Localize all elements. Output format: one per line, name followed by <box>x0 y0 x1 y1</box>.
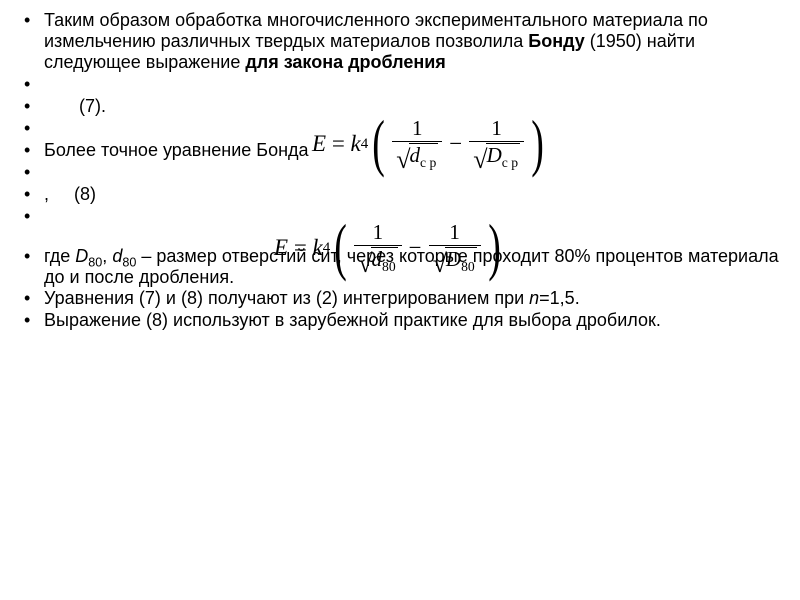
bullet-empty <box>10 74 780 96</box>
surd: √ <box>473 150 487 170</box>
sqrt-icon: √ d80 <box>358 247 397 271</box>
formula-row: E = k 4 ( 1 √ dс р − 1 <box>312 112 548 175</box>
var-n: n <box>529 288 539 308</box>
text-law: для закона дробления <box>245 52 445 72</box>
denominator: √ Dс р <box>469 143 524 170</box>
fraction-1: 1 √ d80 <box>354 221 401 274</box>
numerator: 1 <box>487 117 506 140</box>
paren-right-icon: ) <box>531 112 544 175</box>
sqrt-icon: √ Dс р <box>473 143 520 167</box>
var-D: D <box>75 246 88 266</box>
sqrt-icon: √ dс р <box>396 143 438 167</box>
text: (7). <box>44 96 106 116</box>
radicand: dс р <box>409 143 439 167</box>
bullet-intro: Таким образом обработка многочисленного … <box>10 10 780 74</box>
var-D: D <box>446 247 461 271</box>
radicand: Dс р <box>486 143 520 167</box>
sub: 80 <box>461 259 475 274</box>
denominator: √ D80 <box>429 247 481 274</box>
text: Уравнения (7) и (8) получают из (2) инте… <box>44 288 529 308</box>
var-D: D <box>487 143 502 167</box>
sqrt-icon: √ D80 <box>433 247 477 271</box>
text: =1,5. <box>539 288 580 308</box>
text-bond: Бонду <box>528 31 584 51</box>
radicand: d80 <box>371 247 398 271</box>
paren-left-icon: ( <box>372 112 385 175</box>
paren-right-icon: ) <box>488 216 501 279</box>
formula-bond-law: E = k 4 ( 1 √ dс р − 1 <box>312 112 548 175</box>
denominator: √ dс р <box>392 143 442 170</box>
sub: 80 <box>382 259 396 274</box>
denominator: √ d80 <box>354 247 401 274</box>
text: где <box>44 246 75 266</box>
formula-lhs-E: E <box>274 235 288 261</box>
text: Более точное уравнение Бонда <box>44 140 309 160</box>
surd: √ <box>358 254 372 274</box>
formula-bond-d80: E = k 4 ( 1 √ d80 − 1 <box>274 216 505 279</box>
slide: Таким образом обработка многочисленного … <box>0 0 800 600</box>
formula-lhs-E: E <box>312 131 326 157</box>
bullet-usage: Выражение (8) используют в зарубежной пр… <box>10 310 780 332</box>
bullet-eq8-label: , (8) <box>10 184 780 206</box>
text: , (8) <box>44 184 96 204</box>
formula-eq: = <box>326 131 350 157</box>
var-d: d <box>410 143 421 167</box>
fraction-1: 1 √ dс р <box>392 117 442 170</box>
formula-k: k <box>351 131 361 157</box>
minus-sign: − <box>449 131 462 157</box>
fraction-2: 1 √ D80 <box>429 221 481 274</box>
fraction-bar <box>429 245 481 246</box>
fraction-bar <box>354 245 401 246</box>
var-d: d <box>372 247 383 271</box>
radicand: D80 <box>445 247 477 271</box>
numerator: 1 <box>369 221 388 244</box>
text: Выражение (8) используют в зарубежной пр… <box>44 310 661 330</box>
sub: с р <box>502 155 518 170</box>
fraction-bar <box>469 141 524 142</box>
minus-sign: − <box>409 235 422 261</box>
numerator: 1 <box>408 117 427 140</box>
formula-k: k <box>313 235 323 261</box>
sub: с р <box>420 155 436 170</box>
var-d: d <box>112 246 122 266</box>
fraction-2: 1 √ Dс р <box>469 117 524 170</box>
text: , <box>102 246 112 266</box>
surd: √ <box>433 254 447 274</box>
fraction-bar <box>392 141 442 142</box>
formula-row: E = k 4 ( 1 √ d80 − 1 <box>274 216 505 279</box>
paren-left-icon: ( <box>334 216 347 279</box>
surd: √ <box>396 150 410 170</box>
numerator: 1 <box>445 221 464 244</box>
bullet-derive: Уравнения (7) и (8) получают из (2) инте… <box>10 288 780 310</box>
formula-eq: = <box>288 235 312 261</box>
